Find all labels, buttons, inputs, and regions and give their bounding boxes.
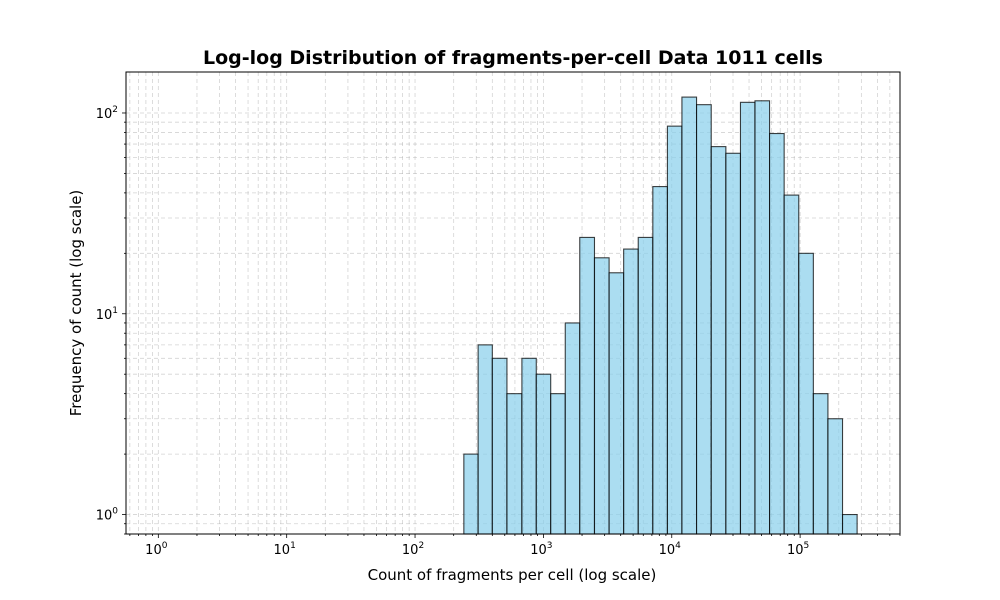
y-tick-label: 100 [96,507,119,524]
histogram-bar [521,357,537,535]
histogram-bar [535,373,552,535]
histogram-bar [695,104,712,535]
histogram-bar [463,453,479,535]
x-tick-label: 103 [530,541,552,558]
plot-frame [125,71,901,535]
histogram-bar [739,101,756,535]
histogram-bars [463,96,858,535]
histogram-bar [783,194,800,535]
histogram-bar [608,272,625,535]
x-tick-label: 105 [787,541,809,558]
x-axis-label: Count of fragments per cell (log scale) [368,566,657,584]
histogram-bar [550,393,566,535]
chart-title: Log-log Distribution of fragments-per-ce… [203,47,823,69]
histogram-bar [564,322,581,535]
histogram-bar [769,132,785,535]
histogram-bar [812,393,829,535]
x-tick-label: 101 [274,541,296,558]
histogram-bar [579,236,596,535]
histogram-bar [841,513,858,535]
y-tick-label: 102 [96,105,118,122]
y-tick-label: 101 [96,306,118,323]
x-tick-label: 104 [659,541,682,558]
histogram-bar [725,152,742,535]
histogram-bar [491,357,508,535]
histogram-bar [827,418,844,535]
histogram-bar [652,186,668,535]
histogram-bar [623,248,639,535]
x-tick-label: 100 [145,541,168,558]
histogram-bar [681,96,698,535]
histogram-bar [666,125,683,535]
histogram-bar [754,100,771,535]
y-axis-label: Frequency of count (log scale) [67,190,85,417]
histogram-bar [637,236,654,535]
histogram-bar [477,344,493,535]
histogram-bar [798,252,814,535]
histogram-bar [593,257,610,535]
x-tick-label: 102 [402,541,424,558]
histogram-bar [710,146,727,535]
axis-ticks: 100 101 102 103 104 105 100 101 102 [96,105,901,558]
histogram-bar [506,393,523,535]
